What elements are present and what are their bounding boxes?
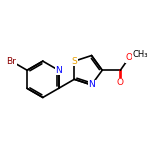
Text: N: N (55, 66, 62, 75)
Text: N: N (88, 80, 95, 89)
Text: CH₃: CH₃ (133, 50, 148, 59)
Text: O: O (126, 53, 133, 62)
Text: O: O (117, 78, 124, 87)
Text: S: S (71, 57, 77, 66)
Text: Br: Br (6, 57, 16, 66)
